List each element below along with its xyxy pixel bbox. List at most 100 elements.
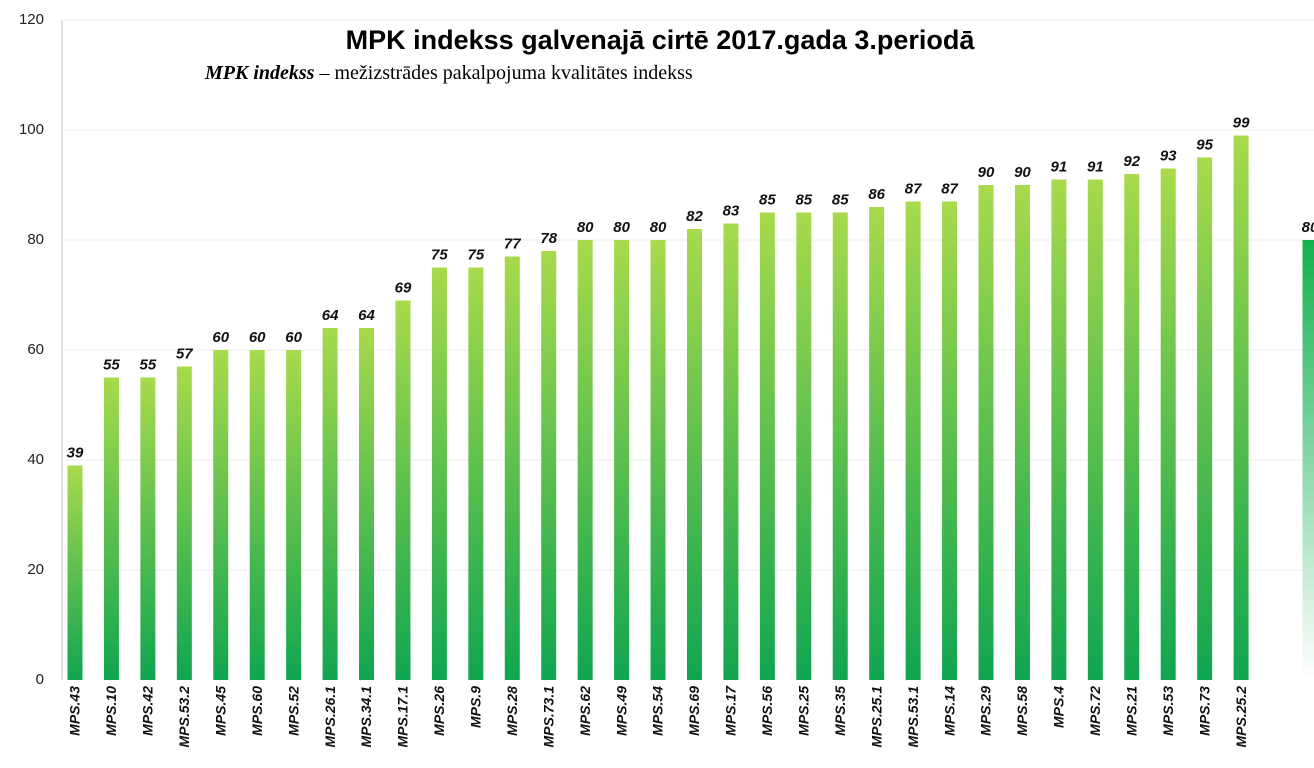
subtitle-term: MPK indekss [204, 62, 315, 84]
bar [286, 350, 302, 680]
x-tick-label: MPS.25 [796, 686, 812, 736]
bar [431, 267, 447, 680]
bar [614, 240, 630, 680]
bar [686, 229, 702, 680]
x-tick-label: MPS.25.1 [868, 686, 884, 748]
x-tick-label: MPS.9 [468, 686, 484, 728]
value-label: 80 [577, 219, 594, 236]
bar [1233, 135, 1249, 680]
x-tick-label: MPS.45 [212, 686, 228, 736]
x-tick-label: MPS.54 [650, 686, 666, 736]
x-tick-label: MPS.53 [1160, 686, 1176, 736]
bar [541, 251, 557, 680]
value-label: 85 [832, 191, 849, 208]
x-tick-label: MPS.10 [103, 686, 119, 736]
value-label: 90 [978, 164, 995, 181]
bar [1124, 174, 1140, 680]
value-label: 93 [1160, 147, 1177, 164]
value-label: 55 [140, 356, 157, 373]
x-tick-label: MPS.73 [1196, 686, 1212, 736]
x-tick-label: MPS.42 [140, 686, 156, 736]
bar [504, 256, 520, 680]
value-label: 75 [431, 246, 448, 263]
bar [832, 212, 848, 680]
value-label: 80 [1302, 219, 1314, 236]
x-tick-label: MPS.62 [577, 686, 593, 736]
value-label: 82 [686, 208, 703, 225]
value-label: 85 [759, 191, 776, 208]
value-label: 92 [1123, 153, 1140, 170]
bar [176, 366, 192, 680]
value-label: 99 [1233, 114, 1250, 131]
bar [869, 207, 885, 680]
value-label: 77 [504, 235, 521, 252]
y-tick-label: 120 [19, 11, 44, 28]
x-tick-label: MPS.72 [1087, 686, 1103, 736]
bar [1051, 179, 1067, 680]
bar [942, 201, 958, 680]
value-label: 85 [795, 191, 812, 208]
bar [1302, 240, 1314, 680]
bar [1160, 168, 1176, 680]
x-tick-label: MPS.58 [1014, 686, 1030, 736]
value-label: 78 [540, 230, 557, 247]
value-label: 60 [285, 329, 302, 346]
x-tick-label: MPS.49 [613, 686, 629, 736]
x-tick-label: MPS.25.2 [1233, 686, 1249, 748]
x-tick-label: MPS.56 [759, 686, 775, 736]
bar [67, 465, 83, 680]
chart-title: MPK indekss galvenajā cirtē 2017.gada 3.… [346, 25, 976, 55]
bar [759, 212, 775, 680]
bar [723, 223, 739, 680]
x-tick-label: MPS.34.1 [358, 686, 374, 748]
x-tick-label: MPS.73.1 [540, 686, 556, 748]
value-label: 87 [941, 180, 958, 197]
y-tick-label: 100 [19, 121, 44, 138]
x-tick-label: MPS.14 [941, 686, 957, 736]
bar [905, 201, 921, 680]
x-tick-label: MPS.4 [1051, 686, 1067, 728]
y-tick-label: 20 [27, 561, 44, 578]
bar [577, 240, 593, 680]
bar [1014, 185, 1030, 680]
y-tick-label: 40 [27, 451, 44, 468]
value-label: 64 [322, 307, 339, 324]
bar [395, 300, 411, 680]
x-tick-label: MPS.21 [1123, 686, 1139, 736]
bar [322, 328, 338, 680]
bar [359, 328, 375, 680]
value-label: 55 [103, 356, 120, 373]
value-label: 95 [1196, 136, 1213, 153]
x-tick-label: MPS.29 [978, 686, 994, 736]
value-label: 57 [176, 345, 193, 362]
value-label: 69 [395, 279, 412, 296]
value-label: 60 [212, 329, 229, 346]
value-label: 75 [467, 246, 484, 263]
y-tick-label: 60 [27, 341, 44, 358]
x-tick-label: MPS.26.1 [322, 686, 338, 748]
value-label: 80 [650, 219, 667, 236]
value-label: 39 [67, 444, 84, 461]
x-tick-label: MPS.60 [249, 686, 265, 736]
subtitle-rest: – mežizstrādes pakalpojuma kvalitātes in… [318, 62, 692, 84]
x-tick-label: MPS.52 [285, 686, 301, 736]
x-tick-label: MPS.17 [723, 685, 739, 736]
y-tick-label: 0 [36, 671, 44, 688]
x-tick-label: MPS.53.1 [905, 686, 921, 748]
value-label: 64 [358, 307, 375, 324]
x-tick-label: MPS.43 [67, 686, 83, 736]
bar [103, 377, 119, 680]
value-label: 83 [723, 202, 740, 219]
bar [468, 267, 484, 680]
x-tick-label: MPS.69 [686, 686, 702, 736]
x-tick-label: MPS.35 [832, 686, 848, 736]
x-tick-label: MPS.53.2 [176, 686, 192, 748]
y-tick-label: 80 [27, 231, 44, 248]
bar [796, 212, 812, 680]
bar [650, 240, 666, 680]
value-label: 91 [1087, 158, 1104, 175]
value-label: 91 [1051, 158, 1068, 175]
bar [213, 350, 229, 680]
x-tick-label: MPS.28 [504, 686, 520, 736]
